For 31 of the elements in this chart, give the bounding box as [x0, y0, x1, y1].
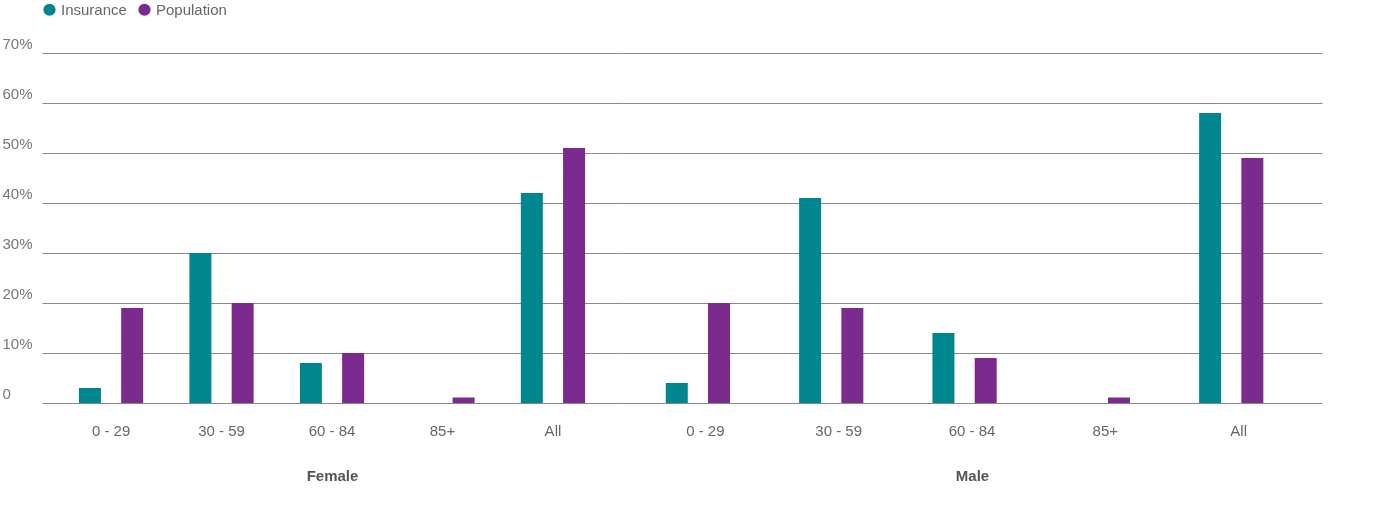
y-tick-label: 10%	[2, 334, 33, 352]
x-tick-label: All	[544, 421, 562, 439]
x-tick-label: 85+	[1092, 421, 1119, 439]
x-tick-label: 85+	[429, 421, 456, 439]
bar	[1108, 397, 1131, 403]
y-tick-label: 50%	[2, 134, 33, 152]
x-tick-label: 30 - 59	[815, 421, 863, 439]
y-tick-label: 30%	[2, 234, 33, 252]
bar	[974, 358, 997, 403]
x-tick-label: 60 - 84	[308, 421, 356, 439]
bar	[799, 198, 822, 403]
x-tick-label: 30 - 59	[198, 421, 245, 439]
x-tick-label: 0 - 29	[686, 421, 725, 439]
legend-label: Insurance	[61, 0, 127, 18]
bar	[1241, 158, 1264, 403]
x-axis-title: Female	[306, 466, 359, 484]
y-tick-label: 40%	[2, 184, 33, 202]
bar	[841, 308, 864, 403]
x-axis-title: Male	[955, 466, 990, 484]
bar	[665, 383, 688, 403]
bar	[1199, 113, 1222, 403]
y-tick-label: 60%	[2, 84, 33, 102]
x-tick-label: 60 - 84	[948, 421, 996, 439]
y-tick-label: 70%	[2, 34, 33, 52]
legend-label: Population	[156, 0, 227, 18]
bar	[932, 333, 955, 403]
x-tick-label: All	[1230, 421, 1247, 439]
y-tick-label: 0	[2, 384, 11, 402]
bar	[708, 303, 731, 403]
x-tick-label: 0 - 29	[91, 421, 131, 439]
y-tick-label: 20%	[2, 284, 33, 302]
